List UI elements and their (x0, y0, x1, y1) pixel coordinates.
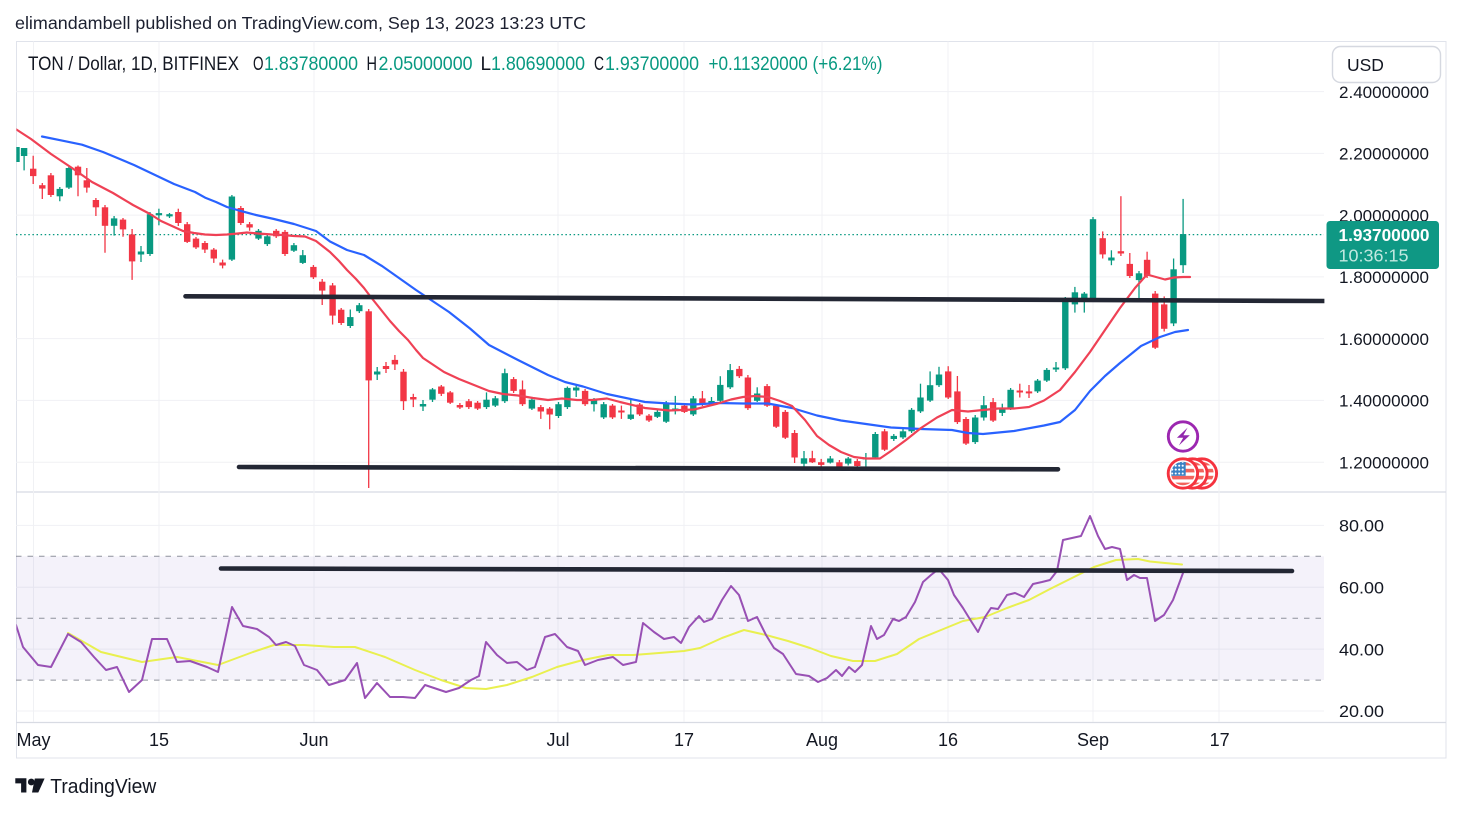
svg-text:1.80690000: 1.80690000 (491, 54, 585, 75)
svg-text:Aug: Aug (806, 730, 838, 750)
svg-text:1.93700000: 1.93700000 (1339, 225, 1430, 245)
svg-text:Jul: Jul (546, 730, 569, 750)
svg-text:2.05000000: 2.05000000 (379, 54, 473, 75)
svg-text:TradingView: TradingView (50, 775, 156, 798)
svg-text:17: 17 (1210, 730, 1230, 750)
svg-text:May: May (16, 730, 50, 750)
svg-text:16: 16 (938, 730, 958, 750)
svg-text:10:36:15: 10:36:15 (1339, 246, 1409, 266)
svg-text:TON / Dollar, 1D, BITFINEX: TON / Dollar, 1D, BITFINEX (28, 54, 239, 75)
svg-text:1.60000000: 1.60000000 (1339, 330, 1429, 349)
svg-text:2.40000000: 2.40000000 (1339, 83, 1429, 102)
svg-text:L: L (481, 54, 492, 75)
svg-text:2.20000000: 2.20000000 (1339, 145, 1429, 164)
svg-text:H: H (367, 54, 378, 75)
svg-text:2.00000000: 2.00000000 (1339, 206, 1429, 225)
svg-text:1.40000000: 1.40000000 (1339, 392, 1429, 411)
svg-text:1.20000000: 1.20000000 (1339, 453, 1429, 472)
svg-text:15: 15 (149, 730, 169, 750)
svg-text:1.80000000: 1.80000000 (1339, 268, 1429, 287)
svg-text:40.00: 40.00 (1339, 640, 1384, 659)
svg-text:Jun: Jun (299, 730, 328, 750)
svg-text:O: O (253, 54, 264, 75)
svg-text:+0.11320000 (+6.21%): +0.11320000 (+6.21%) (709, 54, 883, 75)
svg-text:17: 17 (674, 730, 694, 750)
svg-text:C: C (594, 54, 604, 75)
svg-text:elimandambell published on Tra: elimandambell published on TradingView.c… (15, 13, 586, 33)
svg-text:1.83780000: 1.83780000 (264, 54, 358, 75)
svg-text:Sep: Sep (1077, 730, 1109, 750)
svg-text:80.00: 80.00 (1339, 517, 1384, 536)
svg-text:1.93700000: 1.93700000 (605, 54, 699, 75)
svg-text:20.00: 20.00 (1339, 702, 1384, 721)
svg-text:USD: USD (1347, 55, 1384, 75)
svg-text:60.00: 60.00 (1339, 578, 1384, 597)
